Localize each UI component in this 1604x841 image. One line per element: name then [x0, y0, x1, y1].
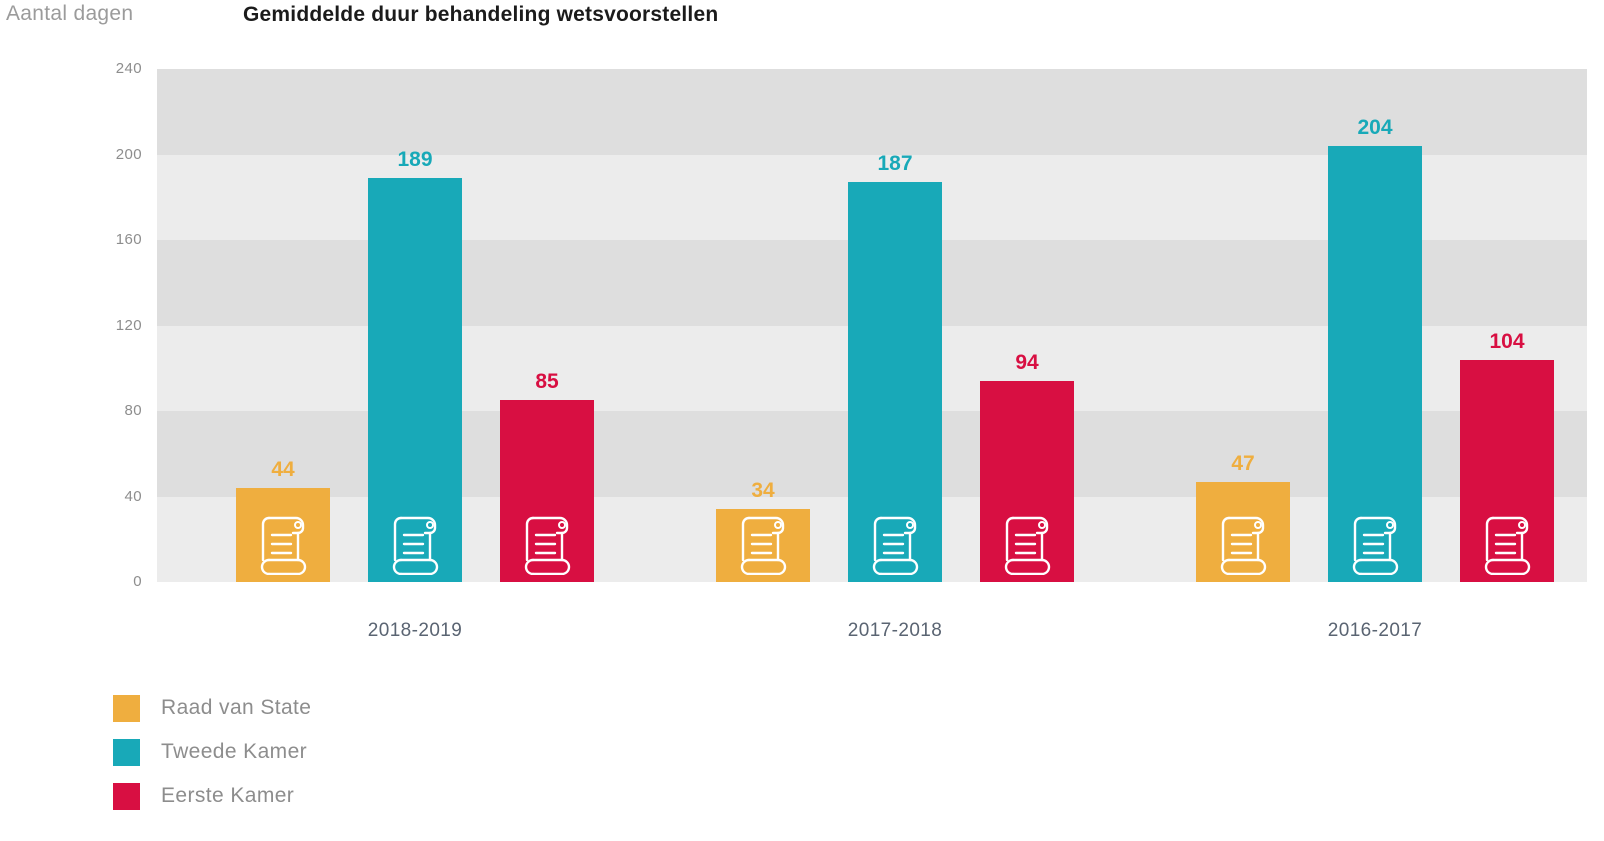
bar-tweede-kamer-2017-2018[interactable]: [848, 182, 942, 582]
y-axis-tick-label: 160: [115, 231, 142, 248]
bar-value-label: 94: [1015, 351, 1039, 375]
bar-value-label: 189: [397, 148, 433, 172]
bar-eerste-kamer-2018-2019[interactable]: [500, 400, 594, 582]
plot-area: 44 189 85 34 187 94 47 204 104: [157, 69, 1587, 582]
scroll-document-icon: [867, 513, 923, 575]
scroll-document-icon: [519, 513, 575, 575]
bar-value-label: 47: [1231, 451, 1255, 475]
legend-item-raad-van-state[interactable]: Raad van State: [113, 686, 311, 730]
bar-value-label: 85: [535, 370, 559, 394]
bar-tweede-kamer-2016-2017[interactable]: [1328, 145, 1422, 582]
y-axis-tick-label: 40: [124, 487, 142, 505]
scroll-document-icon: [999, 513, 1055, 575]
legend-item-eerste-kamer[interactable]: Eerste Kamer: [113, 774, 311, 818]
y-axis-tick-label: 240: [115, 60, 142, 77]
legend-item-label: Eerste Kamer: [161, 784, 295, 807]
color-swatch-icon: [113, 782, 140, 810]
legend-item-tweede-kamer[interactable]: Tweede Kamer: [113, 730, 311, 774]
color-swatch-icon: [113, 738, 140, 766]
x-axis-category-label: 2017-2018: [847, 620, 943, 641]
legend-item-label: Tweede Kamer: [161, 740, 308, 763]
chart-legend: Raad van State Tweede Kamer Eerste Kamer: [113, 686, 311, 818]
y-axis-tick-label: 80: [124, 402, 142, 419]
scroll-document-icon: [387, 513, 443, 575]
bar-raad-van-state-2017-2018[interactable]: [716, 509, 810, 582]
scroll-document-icon: [255, 513, 311, 575]
bar-value-label: 204: [1357, 115, 1393, 139]
x-axis-category-label: 2018-2019: [367, 620, 463, 641]
bar-eerste-kamer-2016-2017[interactable]: [1460, 359, 1554, 582]
scroll-document-icon: [1479, 513, 1535, 575]
y-axis-tick-label: 0: [133, 573, 142, 590]
bar-tweede-kamer-2018-2019[interactable]: [368, 178, 462, 582]
scroll-document-icon: [735, 513, 791, 575]
x-axis-category-label: 2016-2017: [1327, 620, 1423, 641]
y-axis-tick-label: 120: [115, 316, 142, 334]
scroll-document-icon: [1347, 513, 1403, 575]
y-axis-unit-label: Aantal dagen: [6, 2, 134, 25]
bar-raad-van-state-2016-2017[interactable]: [1196, 481, 1290, 582]
bar-raad-van-state-2018-2019[interactable]: [236, 487, 330, 582]
legend-item-label: Raad van State: [161, 696, 312, 719]
page-title: Gemiddelde duur behandeling wetsvoorstel…: [243, 3, 719, 26]
color-swatch-icon: [113, 694, 140, 722]
bar-value-label: 44: [271, 457, 295, 481]
bar-value-label: 34: [751, 479, 775, 503]
bar-value-label: 104: [1489, 329, 1525, 353]
bar-value-label: 187: [877, 152, 913, 176]
y-axis-tick-label: 200: [115, 145, 142, 163]
bar-eerste-kamer-2017-2018[interactable]: [980, 381, 1074, 582]
scroll-document-icon: [1215, 513, 1271, 575]
gridline-band: [157, 69, 1587, 155]
